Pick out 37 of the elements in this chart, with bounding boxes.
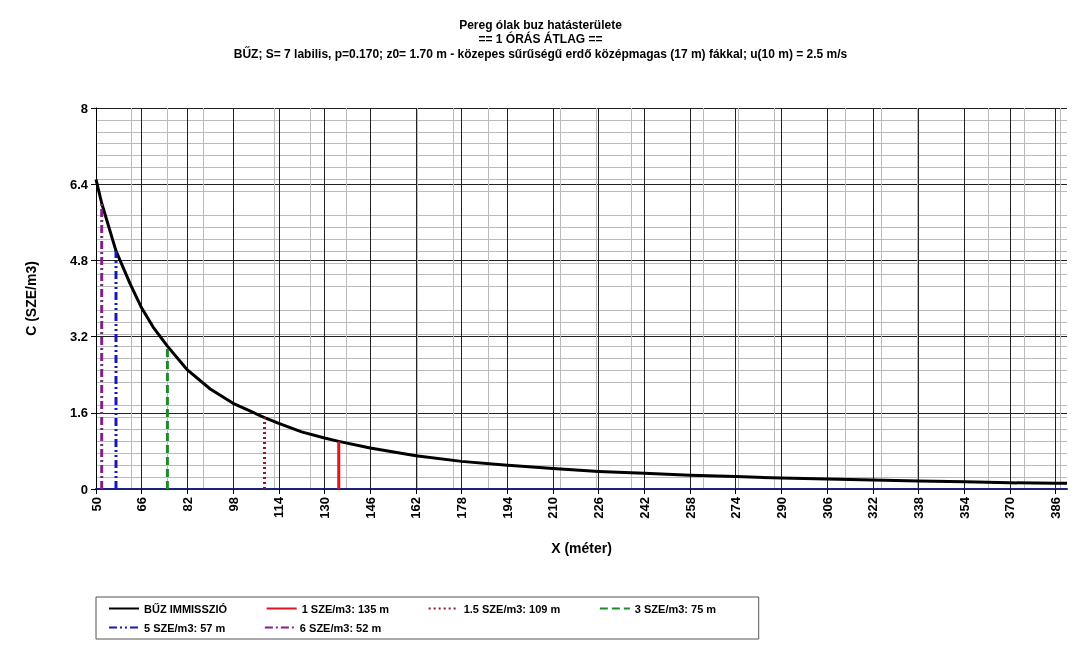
x-tick-label: 178 xyxy=(454,497,470,519)
x-tick-label: 82 xyxy=(179,497,195,512)
y-tick-label: 8 xyxy=(80,100,88,116)
x-tick-label: 146 xyxy=(362,497,378,519)
legend-label: 5 SZE/m3: 57 m xyxy=(144,621,256,634)
y-tick-label: 1.6 xyxy=(69,405,88,421)
x-tick-label: 98 xyxy=(225,497,241,512)
x-tick-label: 386 xyxy=(1048,497,1064,519)
x-tick-label: 226 xyxy=(591,497,607,519)
legend-label: 1.5 SZE/m3: 109 m xyxy=(463,602,591,615)
x-tick-label: 258 xyxy=(682,497,698,519)
x-tick-label: 370 xyxy=(1002,497,1018,519)
y-axis-title: C (SZE/m3) xyxy=(23,261,39,336)
x-tick-label: 274 xyxy=(728,496,744,519)
x-tick-label: 210 xyxy=(545,497,561,519)
legend-label: 1 SZE/m3: 135 m xyxy=(301,602,420,615)
x-tick-label: 306 xyxy=(819,497,835,519)
x-tick-label: 66 xyxy=(134,497,150,512)
x-tick-label: 162 xyxy=(408,497,424,519)
y-tick-label: 0 xyxy=(80,481,88,497)
y-tick-label: 6.4 xyxy=(69,176,89,192)
y-tick-label: 4.8 xyxy=(69,252,88,268)
x-tick-label: 242 xyxy=(636,497,652,519)
chart-title: Pereg ólak buz hatásterülete xyxy=(459,18,623,32)
x-tick-label: 194 xyxy=(499,496,515,519)
x-tick-label: 290 xyxy=(773,497,789,519)
x-tick-label: 50 xyxy=(88,497,104,512)
x-tick-label: 354 xyxy=(956,496,972,519)
legend-label: 3 SZE/m3: 75 m xyxy=(634,602,747,615)
x-tick-label: 114 xyxy=(271,496,287,518)
x-axis-title: X (méter) xyxy=(551,540,612,556)
x-tick-label: 322 xyxy=(865,497,881,519)
x-tick-label: 130 xyxy=(316,497,332,519)
legend-label: 6 SZE/m3: 52 m xyxy=(299,621,412,634)
y-tick-label: 3.2 xyxy=(69,329,88,345)
x-tick-label: 338 xyxy=(910,497,926,519)
legend-label: BŰZ IMMISSZIÓ xyxy=(144,602,258,615)
